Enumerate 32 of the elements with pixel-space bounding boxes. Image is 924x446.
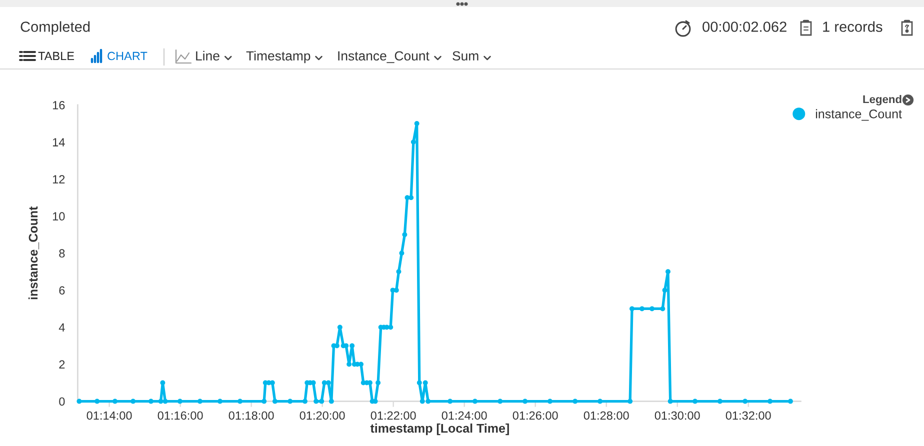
text: Line <box>196 50 220 61</box>
y-tick-label: 8 <box>59 249 65 258</box>
x-tick-label: 01:28:00 <box>584 411 629 420</box>
y-tick-label: 6 <box>59 286 65 295</box>
x-tick-label: 01:30:00 <box>654 411 700 420</box>
x-tick-label: 01:16:00 <box>158 411 203 420</box>
text: 1 records <box>823 21 882 32</box>
x-tick-label: 01:22:00 <box>370 411 416 420</box>
x-tick-label: 01:18:00 <box>228 411 274 420</box>
x-tick-label: 01:14:00 <box>86 411 132 420</box>
x-tick-label: 01:20:00 <box>300 411 345 420</box>
text: Instance_Count <box>338 51 430 64</box>
x-tick-label: 01:26:00 <box>512 411 558 420</box>
legend-label: instance_Count <box>816 109 902 121</box>
y-axis-title: instance_Count <box>28 206 40 300</box>
y-tick-label: 12 <box>52 175 65 184</box>
x-tick-label: 01:32:00 <box>726 411 771 420</box>
y-tick-label: 14 <box>52 138 65 146</box>
legend-title: Legend <box>863 95 902 106</box>
text: CHART <box>108 52 148 60</box>
y-tick-label: 2 <box>59 360 65 369</box>
x-tick-label: 01:24:00 <box>442 411 487 420</box>
y-tick-label: 16 <box>52 101 65 110</box>
text: Timestamp <box>246 50 310 64</box>
x-axis-title: timestamp [Local Time] <box>370 424 509 436</box>
text: Sum <box>452 51 478 61</box>
y-tick-label: 4 <box>58 323 65 332</box>
y-tick-label: 10 <box>52 212 65 221</box>
text: TABLE <box>38 52 74 60</box>
text: 00:00:02.062 <box>702 22 786 32</box>
y-tick-label: 0 <box>59 397 65 406</box>
text: Completed <box>20 21 90 35</box>
